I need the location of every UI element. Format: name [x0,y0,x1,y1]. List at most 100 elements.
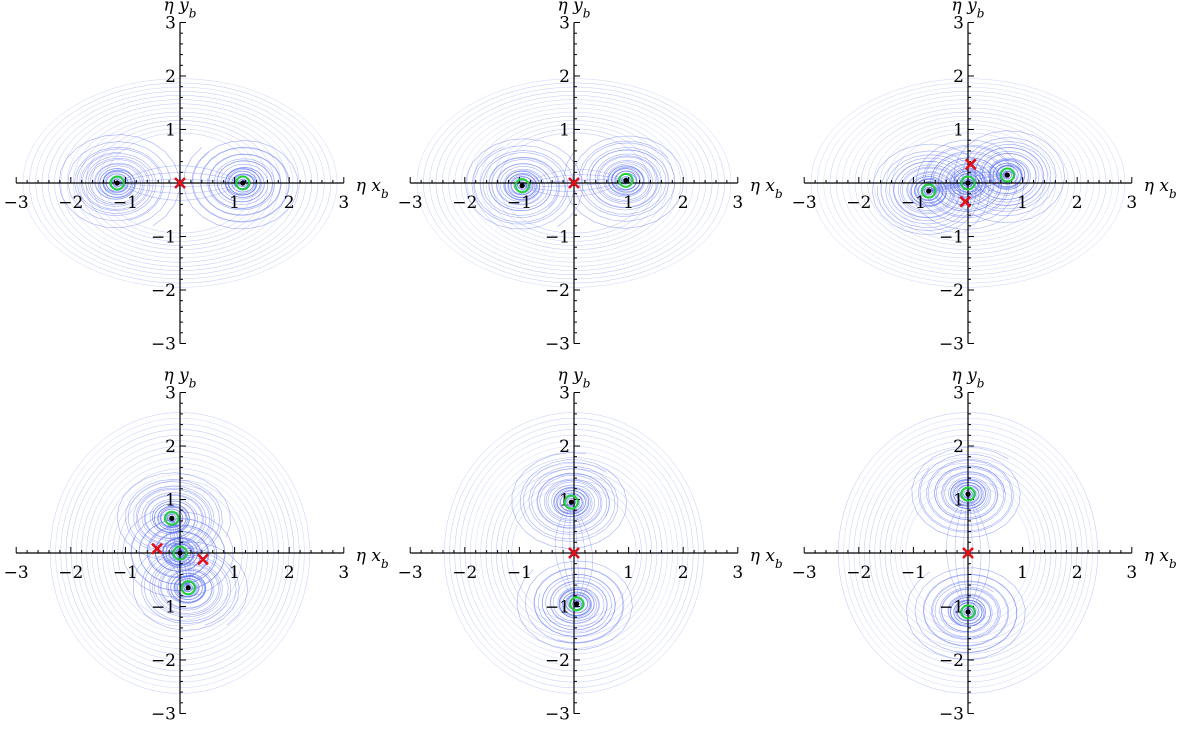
flow-connector [570,502,586,604]
y-tick-label: −3 [151,705,176,725]
stable-point-ring [164,510,180,526]
flow-core [507,173,537,198]
flow-spiral [523,461,616,540]
stable-point-ring [180,580,196,596]
flow-core [607,165,644,196]
y-tick-label: −1 [939,598,964,618]
x-tick-label: 1 [1017,563,1028,583]
fixed-points [563,494,585,612]
y-tick-label: −1 [545,228,570,248]
flow-spiral [922,144,1018,219]
flow-spiral [511,452,628,549]
flow-connector [171,518,181,554]
flow-connector [946,493,969,613]
flow-connector [954,494,969,612]
y-tick-label: −2 [939,651,964,671]
y-tick-label: 2 [953,437,964,457]
x-tick-label: −3 [398,563,423,583]
y-axis-label: η yb [164,0,197,21]
flow-core [1002,170,1013,180]
flow-core [910,176,947,206]
stable-point-ring [563,494,579,510]
y-axis-label: η yb [558,366,591,391]
y-tick-label: 2 [559,67,570,87]
saddle-point [959,195,972,208]
stable-point-ring [999,167,1015,183]
y-tick-label: −2 [545,281,570,301]
stable-point [185,585,191,591]
saddle-point [197,553,209,566]
x-tick-label: 1 [623,193,634,213]
x-tick-label: −2 [846,193,871,213]
flow-core [559,492,583,512]
panel-top-middle: −3 −2 −1 1 2 3 3 2 1 −1 −2 −3 η xb η yb [398,0,783,355]
x-tick-label: 3 [338,563,349,583]
panel-bottom-left: −3 −2 −1 1 2 3 3 2 1 −1 −2 −3 η xb η yb [4,366,389,725]
stable-point [1004,172,1010,178]
stable-point-ring [109,175,125,191]
flow-connector [967,494,982,612]
stable-point-ring [172,545,188,561]
flow-connector [963,494,969,612]
stable-point [240,180,246,186]
flow-core [621,176,631,185]
saddle-point [962,547,974,559]
x-tick-label: −2 [452,193,477,213]
x-tick-label: −1 [901,193,926,213]
stable-point-ring [921,183,937,199]
x-tick-label: −3 [4,193,29,213]
fixed-points [960,486,976,620]
y-tick-label: −3 [545,705,570,725]
stable-point [177,550,183,556]
x-tick-label: −2 [846,563,871,583]
flow-core [914,178,944,204]
x-axis-label: η xb [750,546,783,571]
flow-connector [928,171,1008,192]
y-tick-label: 2 [165,437,176,457]
y-axis-label: η yb [164,366,197,391]
stable-point-ring [960,175,976,191]
y-axis-label: η yb [952,366,985,391]
flow-core [176,578,200,598]
x-tick-label: −3 [4,563,29,583]
panel-top-left: −3 −2 −1 1 2 3 3 2 1 −1 −2 −3 η xb η yb [4,0,389,355]
x-tick-label: −3 [792,193,817,213]
y-tick-label: 3 [953,384,964,404]
y-tick-label: −2 [151,651,176,671]
flow-connector [179,552,192,588]
stable-point [574,601,580,607]
x-tick-label: 1 [229,563,240,583]
flow-spiral [877,154,977,231]
flow-connector [967,174,1008,184]
y-tick-label: 2 [953,67,964,87]
flow-core [170,572,207,603]
x-tick-label: −1 [113,563,138,583]
flow-connector [928,174,1008,195]
stable-point [114,180,120,186]
flow-spiral [144,550,237,626]
flow-core [565,594,589,614]
x-tick-label: 3 [1126,193,1137,213]
flow-core [611,168,641,193]
stable-point-ring [235,175,251,191]
flow-core [166,514,177,523]
y-tick-label: −1 [939,228,964,248]
flow-connector [967,171,1008,184]
flow-core [183,583,194,592]
fixed-points [514,172,634,194]
x-tick-label: −2 [58,563,83,583]
x-axis-label: η xb [750,176,783,201]
flow-connector [569,502,578,604]
stable-point-ring [569,596,585,612]
x-tick-label: −1 [901,563,926,583]
y-tick-label: 2 [559,437,570,457]
y-tick-label: 3 [559,384,570,404]
y-tick-label: −1 [545,598,570,618]
y-tick-label: −1 [151,598,176,618]
fixed-points [921,158,1015,208]
y-tick-label: −2 [939,281,964,301]
flow-spiral [74,146,164,221]
x-tick-label: 3 [732,563,743,583]
